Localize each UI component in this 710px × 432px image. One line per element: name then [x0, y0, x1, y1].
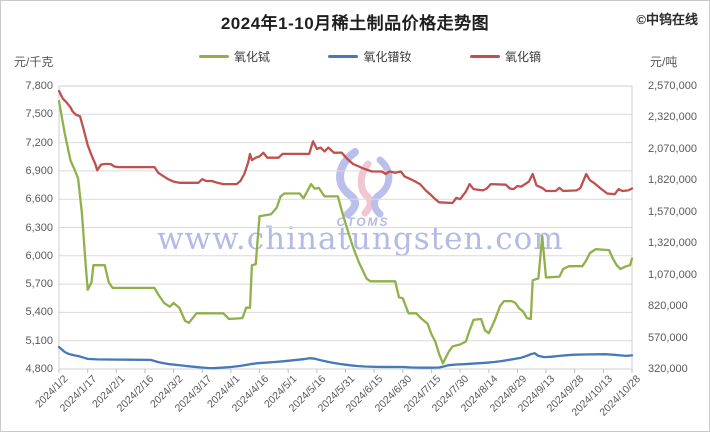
legend-item-terbium-oxide: 氧化铽	[199, 48, 270, 65]
left-axis-tick-label: 6,300	[25, 221, 53, 234]
left-axis-tick-label: 5,100	[25, 334, 53, 347]
right-axis-unit: 元/吨	[650, 55, 678, 69]
x-axis-tick-label: 2024/10/28	[597, 373, 644, 419]
chart-title: 2024年1-10月稀土制品价格走势图	[220, 14, 490, 33]
left-axis-unit: 元/千克	[14, 55, 54, 69]
right-axis-tick-label: 2,320,000	[648, 111, 697, 124]
legend-swatch-dysprosium-oxide	[469, 54, 500, 59]
series-line-terbium-oxide	[57, 99, 634, 365]
left-axis-tick-label: 6,900	[25, 164, 53, 177]
series-line-prnd-oxide	[57, 345, 634, 370]
legend-label-terbium-oxide: 氧化铽	[234, 50, 271, 64]
legend-item-dysprosium-oxide: 氧化镝	[469, 48, 541, 65]
ctoms-logo-label: CTOMS	[336, 215, 389, 228]
left-axis-tick-label: 7,200	[25, 136, 53, 149]
right-axis-tick-label: 2,570,000	[648, 80, 697, 92]
series-line-dysprosium-oxide	[57, 89, 634, 205]
legend-label-dysprosium-oxide: 氧化镝	[504, 50, 541, 64]
right-axis-tick-label: 570,000	[648, 331, 688, 344]
left-axis-tick-label: 5,400	[25, 306, 53, 319]
legend-item-prnd-oxide: 氧化镨钕	[328, 48, 412, 65]
right-axis-tick-label: 320,000	[648, 363, 688, 375]
right-axis-tick-label: 820,000	[648, 300, 688, 313]
left-axis-tick-label: 5,700	[25, 278, 53, 291]
right-axis-tick-label: 1,320,000	[648, 237, 697, 250]
legend-label-prnd-oxide: 氧化镨钕	[363, 50, 412, 64]
legend-swatch-terbium-oxide	[199, 54, 229, 59]
right-axis-tick-label: 2,070,000	[648, 142, 697, 155]
legend-swatch-prnd-oxide	[328, 54, 359, 59]
left-axis-tick-label: 6,600	[25, 193, 53, 206]
left-axis-tick-label: 7,800	[25, 80, 53, 92]
left-axis-tick-label: 7,500	[25, 108, 53, 121]
right-axis-tick-label: 1,820,000	[648, 174, 697, 187]
legend: 氧化铽 氧化镨钕 氧化镝	[199, 48, 541, 65]
left-axis-tick-label: 6,000	[25, 249, 53, 262]
brand-label: ©中钨在线	[636, 12, 698, 27]
right-axis-tick-label: 1,570,000	[648, 205, 697, 218]
right-axis-tick-label: 1,070,000	[648, 268, 697, 281]
left-axis-tick-label: 4,800	[25, 363, 53, 375]
